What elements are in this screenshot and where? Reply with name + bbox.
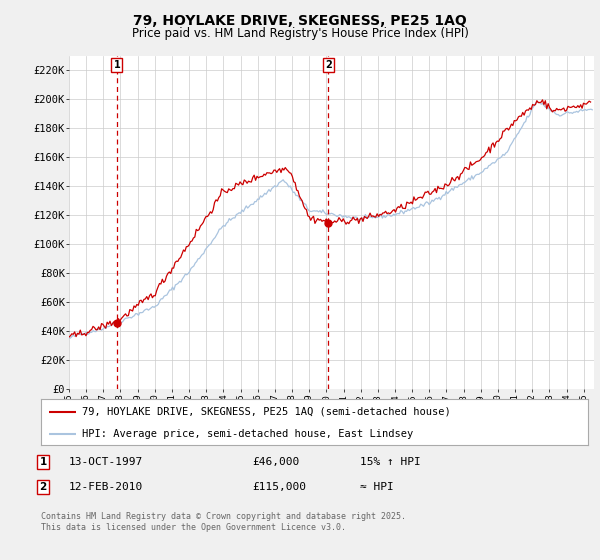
Text: HPI: Average price, semi-detached house, East Lindsey: HPI: Average price, semi-detached house,… bbox=[82, 429, 413, 439]
Text: 1: 1 bbox=[40, 457, 47, 467]
Text: £115,000: £115,000 bbox=[252, 482, 306, 492]
Text: 12-FEB-2010: 12-FEB-2010 bbox=[69, 482, 143, 492]
Text: 2: 2 bbox=[325, 60, 332, 69]
Text: Contains HM Land Registry data © Crown copyright and database right 2025.
This d: Contains HM Land Registry data © Crown c… bbox=[41, 512, 406, 532]
Text: 1: 1 bbox=[113, 60, 120, 69]
Text: 79, HOYLAKE DRIVE, SKEGNESS, PE25 1AQ (semi-detached house): 79, HOYLAKE DRIVE, SKEGNESS, PE25 1AQ (s… bbox=[82, 407, 451, 417]
Text: £46,000: £46,000 bbox=[252, 457, 299, 467]
Text: 13-OCT-1997: 13-OCT-1997 bbox=[69, 457, 143, 467]
Text: 2: 2 bbox=[40, 482, 47, 492]
Text: 15% ↑ HPI: 15% ↑ HPI bbox=[360, 457, 421, 467]
Text: 79, HOYLAKE DRIVE, SKEGNESS, PE25 1AQ: 79, HOYLAKE DRIVE, SKEGNESS, PE25 1AQ bbox=[133, 14, 467, 28]
Text: ≈ HPI: ≈ HPI bbox=[360, 482, 394, 492]
Text: Price paid vs. HM Land Registry's House Price Index (HPI): Price paid vs. HM Land Registry's House … bbox=[131, 27, 469, 40]
